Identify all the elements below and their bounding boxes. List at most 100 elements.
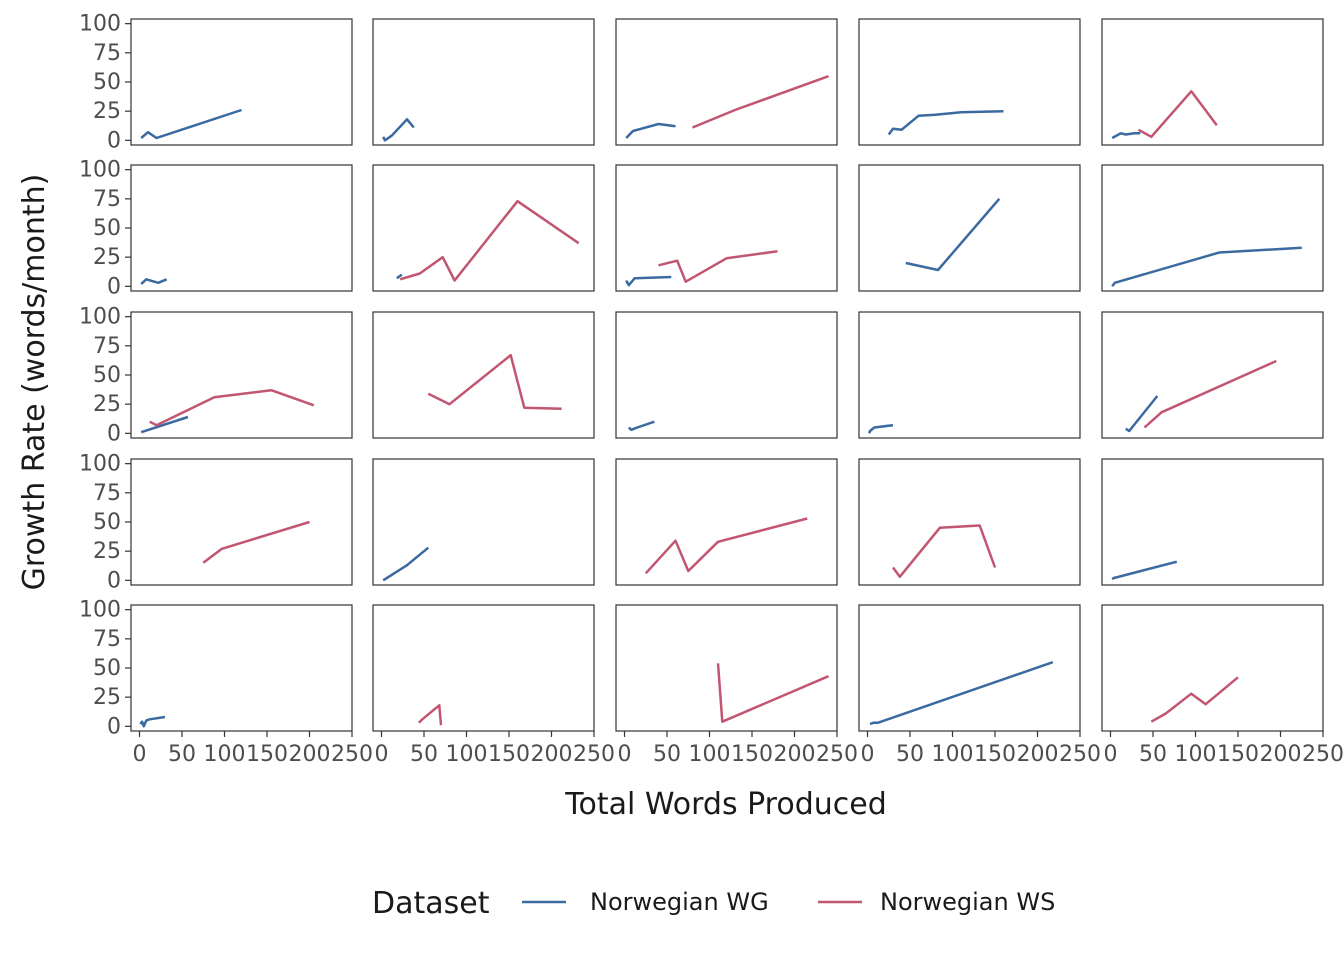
x-tick-label: 250: [1059, 742, 1101, 767]
panels-layer: 0 25 50 75 100 0 25 50 75 100 0 25 50 75 100 0 25 50 75 100…: [79, 12, 1344, 767]
series-line-norwegian-ws: [202, 520, 310, 564]
y-tick-label: 75: [93, 187, 121, 212]
legend: Dataset Norwegian WG Norwegian WS: [372, 886, 1055, 921]
x-tick-label: 150: [246, 742, 288, 767]
panel-frame: [372, 18, 595, 146]
y-tick-label: 75: [93, 481, 121, 506]
panel-frame: [130, 311, 353, 439]
x-tick-label: 50: [168, 742, 196, 767]
panel-1: 0 25 50 75 100: [79, 12, 353, 153]
x-tick-label: 150: [1217, 742, 1259, 767]
series-line-norwegian-ws: [716, 663, 829, 723]
panel-frame: [858, 164, 1081, 292]
series-line-norwegian-wg: [869, 661, 1054, 726]
x-tick-label: 250: [573, 742, 615, 767]
panel-12: [372, 311, 595, 439]
series-line-norwegian-wg: [625, 122, 676, 139]
series-line-norwegian-ws: [1143, 359, 1277, 429]
panel-13: [615, 311, 838, 439]
panel-frame: [130, 164, 353, 292]
series-line-norwegian-ws: [418, 704, 443, 726]
panel-frame: [130, 458, 353, 586]
y-tick-label: 100: [79, 598, 121, 623]
series-line-norwegian-ws: [1150, 676, 1239, 723]
x-tick-label: 50: [410, 742, 438, 767]
series-line-norwegian-ws: [891, 524, 997, 579]
series-line-norwegian-wg: [382, 546, 430, 582]
x-tick-label: 0: [133, 742, 147, 767]
panel-7: [372, 164, 595, 292]
x-tick-label: 100: [446, 742, 488, 767]
panel-6: 0 25 50 75 100: [79, 158, 353, 299]
panel-9: [858, 164, 1081, 292]
series-line-norwegian-wg: [139, 715, 166, 728]
x-tick-label: 0: [861, 742, 875, 767]
series-line-norwegian-wg: [396, 273, 403, 280]
series-line-norwegian-ws: [658, 250, 778, 283]
x-tick-label: 50: [896, 742, 924, 767]
y-tick-label: 25: [93, 99, 121, 124]
x-tick-label: 0: [1104, 742, 1118, 767]
x-axis-title: Total Words Produced: [564, 787, 887, 822]
x-tick-label: 50: [653, 742, 681, 767]
panel-frame: [615, 604, 838, 732]
panel-20: [1101, 458, 1324, 586]
panel-10: [1101, 164, 1324, 292]
legend-label-norwegian-ws: Norwegian WS: [880, 888, 1055, 916]
legend-label-norwegian-wg: Norwegian WG: [590, 888, 769, 916]
series-line-norwegian-wg: [1111, 132, 1141, 140]
y-tick-label: 25: [93, 685, 121, 710]
y-tick-label: 50: [93, 216, 121, 241]
series-line-norwegian-wg: [1111, 560, 1178, 581]
panel-frame: [615, 164, 838, 292]
series-line-norwegian-wg: [140, 415, 189, 434]
y-tick-label: 50: [93, 363, 121, 388]
y-tick-label: 25: [93, 392, 121, 417]
y-tick-label: 0: [107, 714, 121, 739]
y-tick-label: 50: [93, 656, 121, 681]
panel-frame: [858, 18, 1081, 146]
panel-5: [1101, 18, 1324, 146]
panel-4: [858, 18, 1081, 146]
series-line-norwegian-ws: [149, 388, 315, 427]
x-tick-label: 0: [375, 742, 389, 767]
x-tick-label: 200: [1260, 742, 1302, 767]
x-tick-label: 250: [816, 742, 858, 767]
series-line-norwegian-wg: [627, 420, 655, 432]
panel-frame: [615, 458, 838, 586]
panel-frame: [1101, 311, 1324, 439]
panel-frame: [372, 604, 595, 732]
series-line-norwegian-ws: [399, 199, 580, 282]
series-line-norwegian-ws: [427, 353, 562, 411]
series-line-norwegian-wg: [905, 197, 1001, 272]
series-line-norwegian-wg: [140, 278, 168, 285]
panel-frame: [858, 458, 1081, 586]
x-tick-label: 200: [289, 742, 331, 767]
panel-frame: [858, 604, 1081, 732]
series-line-norwegian-ws: [644, 517, 808, 575]
panel-11: 0 25 50 75 100: [79, 305, 353, 446]
y-tick-label: 0: [107, 128, 121, 153]
panel-frame: [1101, 18, 1324, 146]
panel-frame: [858, 311, 1081, 439]
panel-frame: [1101, 458, 1324, 586]
x-tick-label: 150: [974, 742, 1016, 767]
x-tick-label: 100: [932, 742, 974, 767]
panel-frame: [372, 164, 595, 292]
panel-frame: [615, 311, 838, 439]
series-line-norwegian-wg: [868, 423, 894, 434]
y-tick-label: 25: [93, 245, 121, 270]
x-tick-label: 250: [331, 742, 373, 767]
y-tick-label: 0: [107, 274, 121, 299]
y-tick-label: 100: [79, 158, 121, 183]
y-tick-label: 50: [93, 510, 121, 535]
panel-8: [615, 164, 838, 292]
y-tick-label: 75: [93, 334, 121, 359]
panel-25: 0 50 100 150 200 250: [1101, 604, 1344, 767]
panel-17: [372, 458, 595, 586]
panel-frame: [130, 18, 353, 146]
series-line-norwegian-wg: [382, 118, 415, 142]
